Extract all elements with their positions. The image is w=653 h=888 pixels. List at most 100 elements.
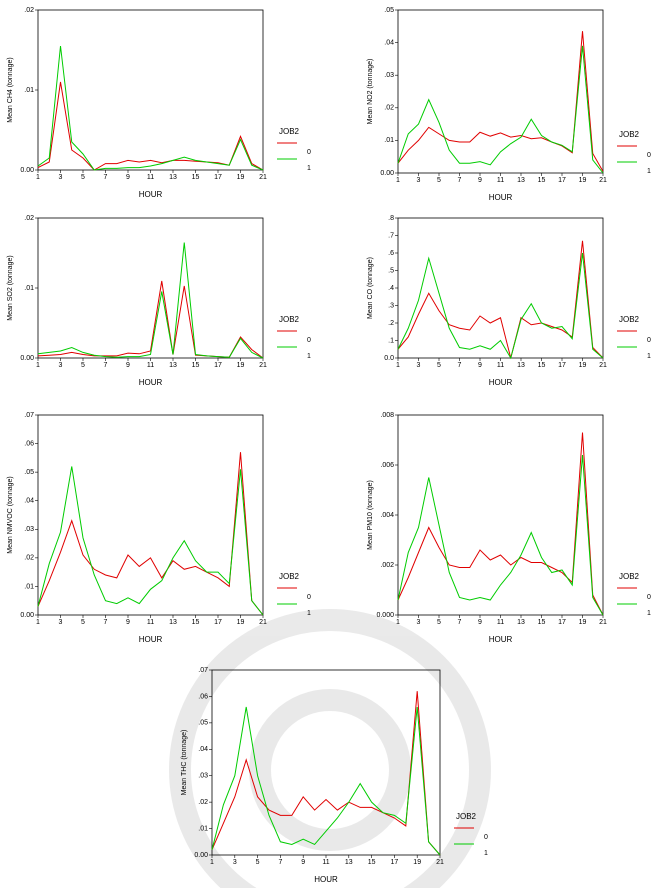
y-tick-label: .01 bbox=[24, 87, 34, 94]
x-tick-label: 7 bbox=[458, 619, 462, 626]
y-tick-label: .04 bbox=[198, 746, 208, 753]
x-tick-label: 11 bbox=[497, 177, 504, 184]
x-tick-label: 1 bbox=[36, 174, 40, 181]
x-tick-label: 13 bbox=[517, 177, 525, 184]
x-tick-label: 3 bbox=[59, 174, 63, 181]
y-tick-label: .5 bbox=[388, 267, 394, 274]
y-axis-title: Mean CH4 (tonnage) bbox=[7, 57, 14, 122]
y-tick-label: .008 bbox=[380, 412, 394, 419]
y-tick-label: 0.00 bbox=[380, 170, 394, 177]
legend-title: JOB2 bbox=[279, 127, 300, 136]
x-tick-label: 5 bbox=[437, 362, 441, 369]
x-axis-title: HOUR bbox=[314, 875, 338, 884]
legend-label: 1 bbox=[647, 610, 651, 617]
x-tick-label: 11 bbox=[147, 362, 154, 369]
x-tick-label: 15 bbox=[538, 362, 546, 369]
y-tick-label: .03 bbox=[198, 773, 208, 780]
plot-frame bbox=[37, 9, 264, 171]
y-tick-label: .02 bbox=[24, 215, 34, 222]
series-line bbox=[37, 242, 264, 359]
x-tick-label: 21 bbox=[259, 619, 267, 626]
y-tick-label: .07 bbox=[198, 667, 208, 674]
x-tick-label: 3 bbox=[417, 362, 421, 369]
x-tick-label: 1 bbox=[210, 859, 214, 866]
y-tick-label: .05 bbox=[384, 7, 394, 14]
y-tick-label: .07 bbox=[24, 412, 34, 419]
x-tick-label: 9 bbox=[126, 619, 130, 626]
x-tick-label: 17 bbox=[558, 619, 566, 626]
legend-label: 0 bbox=[484, 834, 488, 841]
x-tick-label: 21 bbox=[599, 177, 607, 184]
y-tick-label: .01 bbox=[24, 285, 34, 292]
x-tick-label: 17 bbox=[214, 174, 222, 181]
legend-label: 0 bbox=[307, 337, 311, 344]
chart-panel: 0.00.01.02.03.04.05.06.071 3 5 7 9 11 13 15 17 19… bbox=[181, 667, 488, 884]
x-tick-label: 1 bbox=[396, 177, 400, 184]
y-axis-title: Mean SO2 (tonnage) bbox=[7, 255, 14, 320]
x-axis-title: HOUR bbox=[489, 635, 513, 644]
legend-label: 0 bbox=[647, 337, 651, 344]
x-tick-label: 19 bbox=[237, 174, 245, 181]
y-tick-label: 0.00 bbox=[20, 355, 34, 362]
y-tick-label: .03 bbox=[24, 526, 34, 533]
x-tick-label: 3 bbox=[59, 362, 63, 369]
x-axis-title: HOUR bbox=[489, 378, 513, 387]
x-tick-label: 9 bbox=[478, 177, 482, 184]
x-tick-label: 15 bbox=[192, 362, 200, 369]
x-tick-label: 1 bbox=[36, 619, 40, 626]
x-tick-label: 5 bbox=[81, 619, 85, 626]
series-line bbox=[397, 252, 604, 360]
x-tick-label: 9 bbox=[126, 362, 130, 369]
x-tick-label: 5 bbox=[437, 619, 441, 626]
x-axis-title: HOUR bbox=[489, 193, 513, 202]
chart-panel: 0.00.01.02.03.04.05.06.071 3 5 7 9 11 13 15 17 19… bbox=[7, 412, 311, 644]
series-line bbox=[37, 466, 264, 616]
x-tick-label: 9 bbox=[301, 859, 305, 866]
legend-title: JOB2 bbox=[279, 572, 300, 581]
x-tick-label: 1 bbox=[396, 362, 400, 369]
y-tick-label: .01 bbox=[198, 825, 208, 832]
x-tick-label: 21 bbox=[259, 362, 267, 369]
y-tick-label: .05 bbox=[24, 469, 34, 476]
y-tick-label: .3 bbox=[388, 302, 394, 309]
x-tick-label: 11 bbox=[147, 174, 154, 181]
x-tick-label: 3 bbox=[233, 859, 237, 866]
x-tick-label: 21 bbox=[599, 362, 607, 369]
y-axis-title: Mean PM10 (tonnage) bbox=[367, 480, 374, 550]
x-tick-label: 15 bbox=[538, 619, 546, 626]
x-tick-label: 9 bbox=[126, 174, 130, 181]
legend-label: 1 bbox=[307, 165, 311, 172]
x-tick-label: 13 bbox=[169, 362, 177, 369]
x-tick-label: 7 bbox=[458, 177, 462, 184]
y-tick-label: .03 bbox=[384, 72, 394, 79]
y-tick-label: .05 bbox=[198, 720, 208, 727]
y-tick-label: .004 bbox=[380, 512, 394, 519]
x-axis-title: HOUR bbox=[139, 635, 163, 644]
legend-label: 0 bbox=[647, 152, 651, 159]
x-tick-label: 17 bbox=[214, 362, 222, 369]
y-tick-label: .006 bbox=[380, 462, 394, 469]
series-line bbox=[37, 280, 264, 359]
x-tick-label: 19 bbox=[579, 177, 587, 184]
x-axis-title: HOUR bbox=[139, 190, 163, 199]
legend-label: 1 bbox=[484, 850, 488, 857]
watermark bbox=[169, 609, 491, 888]
y-tick-label: .02 bbox=[24, 7, 34, 14]
y-tick-label: .7 bbox=[388, 232, 394, 239]
x-tick-label: 13 bbox=[345, 859, 353, 866]
y-tick-label: 0.000 bbox=[376, 612, 394, 619]
legend-title: JOB2 bbox=[279, 315, 300, 324]
series-line bbox=[397, 454, 604, 616]
x-tick-label: 13 bbox=[169, 174, 177, 181]
series-line bbox=[211, 706, 441, 856]
x-tick-label: 7 bbox=[104, 619, 108, 626]
x-tick-label: 19 bbox=[237, 362, 245, 369]
y-tick-label: .6 bbox=[388, 250, 394, 257]
y-tick-label: .2 bbox=[388, 320, 394, 327]
x-tick-label: 3 bbox=[59, 619, 63, 626]
legend-label: 1 bbox=[647, 353, 651, 360]
legend-label: 1 bbox=[307, 353, 311, 360]
x-tick-label: 15 bbox=[192, 174, 200, 181]
x-tick-label: 11 bbox=[497, 362, 504, 369]
